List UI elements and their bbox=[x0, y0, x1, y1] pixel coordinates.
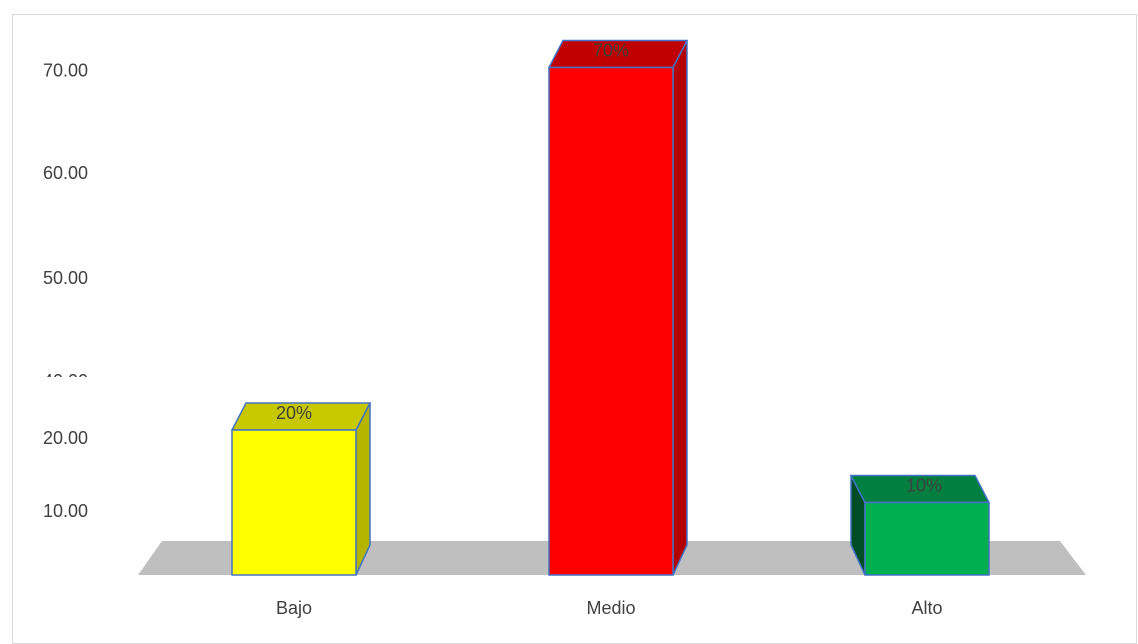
x-tick-label-medio: Medio bbox=[586, 598, 635, 618]
y-tick-label: 60.00 bbox=[43, 163, 88, 183]
bar-side-bajo bbox=[355, 402, 371, 576]
y-tick-label: 50.00 bbox=[43, 268, 88, 288]
x-tick-label-bajo: Bajo bbox=[276, 598, 312, 618]
data-label-alto: 10% bbox=[906, 476, 942, 496]
bar-alto bbox=[864, 501, 990, 576]
bar-medio bbox=[548, 66, 674, 576]
y-tick-label: 70.00 bbox=[43, 61, 88, 81]
data-label-medio: 70% bbox=[593, 41, 629, 61]
bar-bajo bbox=[231, 429, 357, 576]
y-tick-label: 20.00 bbox=[43, 428, 88, 448]
tick-clip-mask bbox=[20, 377, 120, 389]
y-tick-label: 10.00 bbox=[43, 501, 88, 521]
data-label-bajo: 20% bbox=[276, 403, 312, 423]
bar-side-medio bbox=[672, 40, 688, 576]
x-tick-label-alto: Alto bbox=[911, 598, 942, 618]
